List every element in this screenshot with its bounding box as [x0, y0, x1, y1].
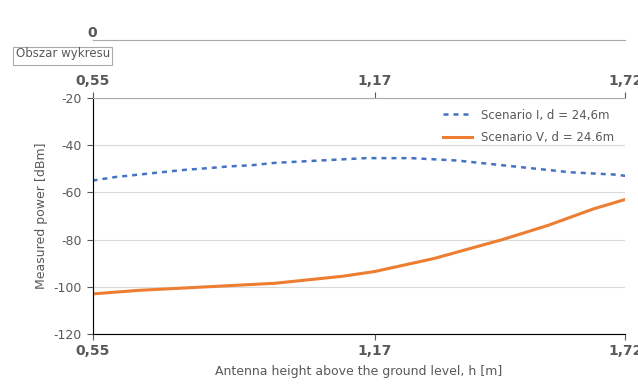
Line: Scenario V, d = 24.6m: Scenario V, d = 24.6m	[93, 199, 625, 294]
X-axis label: Antenna height above the ground level, h [m]: Antenna height above the ground level, h…	[215, 366, 503, 379]
Line: Scenario I, d = 24,6m: Scenario I, d = 24,6m	[93, 158, 625, 180]
Scenario I, d = 24,6m	[293, 159, 301, 164]
Scenario I, d = 24,6m	[590, 171, 597, 176]
Scenario V, d = 24.6m	[180, 286, 188, 290]
Scenario V, d = 24.6m	[89, 291, 96, 296]
Scenario V, d = 24.6m	[316, 276, 324, 281]
Scenario V, d = 24.6m	[590, 207, 597, 211]
Scenario V, d = 24.6m	[544, 223, 552, 228]
Y-axis label: Measured power [dBm]: Measured power [dBm]	[35, 143, 48, 289]
Scenario V, d = 24.6m	[134, 288, 142, 293]
Scenario V, d = 24.6m	[225, 283, 233, 288]
Scenario I, d = 24,6m	[180, 168, 188, 172]
Scenario I, d = 24,6m	[89, 178, 96, 183]
Scenario I, d = 24,6m	[248, 163, 256, 167]
Scenario I, d = 24,6m	[498, 163, 506, 167]
Scenario V, d = 24.6m	[621, 197, 629, 202]
Scenario I, d = 24,6m	[271, 161, 278, 165]
Scenario V, d = 24.6m	[371, 269, 378, 274]
Scenario V, d = 24.6m	[339, 274, 347, 278]
Scenario I, d = 24,6m	[202, 166, 210, 170]
Scenario I, d = 24,6m	[385, 156, 392, 161]
Scenario I, d = 24,6m	[567, 170, 574, 175]
Scenario I, d = 24,6m	[621, 174, 629, 178]
Scenario I, d = 24,6m	[476, 161, 484, 165]
Scenario I, d = 24,6m	[430, 157, 438, 162]
Scenario V, d = 24.6m	[271, 281, 278, 286]
Scenario I, d = 24,6m	[453, 158, 461, 163]
Scenario I, d = 24,6m	[134, 172, 142, 177]
Scenario I, d = 24,6m	[521, 165, 529, 170]
Scenario V, d = 24.6m	[430, 256, 438, 261]
Scenario V, d = 24.6m	[498, 237, 506, 242]
Scenario I, d = 24,6m	[408, 156, 415, 161]
Text: Obszar wykresu: Obszar wykresu	[16, 47, 110, 60]
Scenario I, d = 24,6m	[362, 156, 369, 161]
Scenario I, d = 24,6m	[112, 175, 119, 179]
Text: 0: 0	[87, 26, 98, 40]
Scenario I, d = 24,6m	[612, 172, 620, 177]
Scenario I, d = 24,6m	[339, 157, 347, 162]
Scenario I, d = 24,6m	[157, 170, 165, 175]
Text: Obszar wykresu: Obszar wykresu	[16, 48, 110, 61]
Scenario I, d = 24,6m	[544, 168, 552, 172]
Scenario I, d = 24,6m	[225, 164, 233, 169]
Legend: Scenario I, d = 24,6m, Scenario V, d = 24.6m: Scenario I, d = 24,6m, Scenario V, d = 2…	[438, 104, 619, 149]
Scenario I, d = 24,6m	[316, 158, 324, 163]
